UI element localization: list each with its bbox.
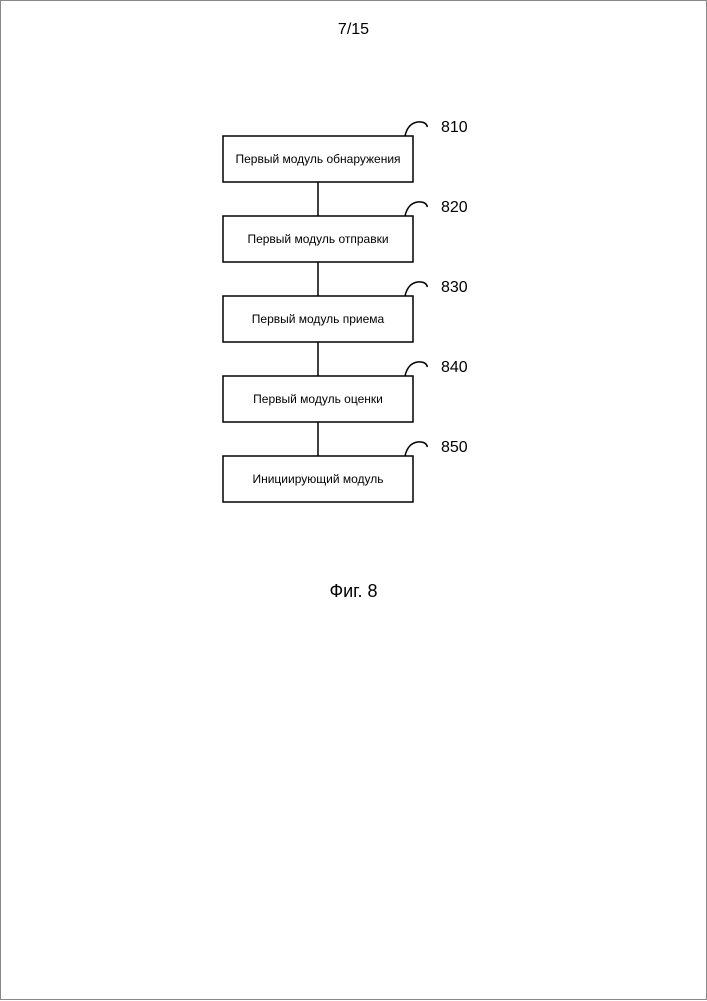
callout-hook bbox=[405, 122, 427, 136]
callout-hook bbox=[405, 282, 427, 296]
flow-diagram: Первый модуль обнаружения 810 Первый модул… bbox=[1, 1, 707, 1001]
callout-hook bbox=[405, 362, 427, 376]
figure-caption: Фиг. 8 bbox=[1, 581, 706, 602]
flow-box-label: Первый модуль оценки bbox=[253, 392, 383, 406]
page-frame: 7/15 Первый модуль обнаружения810Первый … bbox=[0, 0, 707, 1000]
flow-box-label: Первый модуль обнаружения bbox=[235, 152, 400, 166]
reference-label: 850 bbox=[441, 439, 468, 456]
callout-hook bbox=[405, 202, 427, 216]
flow-box-label: Инициирующий модуль bbox=[252, 472, 383, 486]
reference-label: 830 bbox=[441, 279, 468, 296]
flow-box-label: Первый модуль приема bbox=[252, 312, 385, 326]
reference-label: 820 bbox=[441, 199, 468, 216]
reference-label: 840 bbox=[441, 359, 468, 376]
callout-hook bbox=[405, 442, 427, 456]
flow-box-label: Первый модуль отправки bbox=[247, 232, 388, 246]
reference-label: 810 bbox=[441, 119, 468, 136]
